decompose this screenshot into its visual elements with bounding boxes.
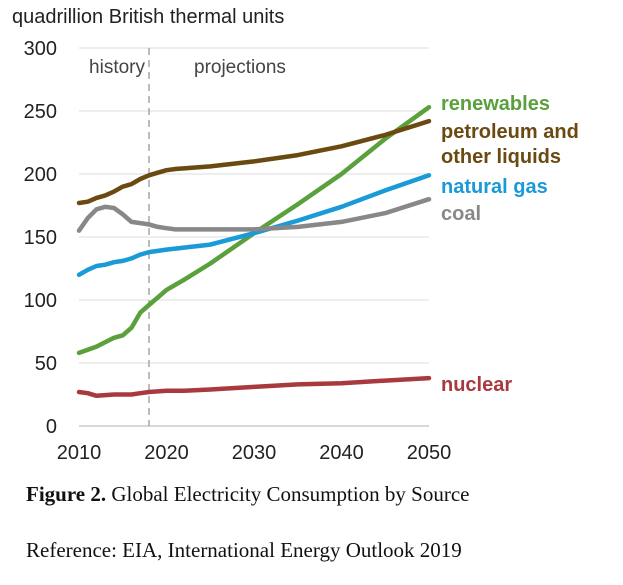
y-tick-label: 100 [24,290,57,312]
series-line-renewables [76,104,432,356]
series-line-coal [76,196,432,233]
projections-label: projections [194,57,286,78]
series-lines [76,104,432,399]
x-tick-label: 2040 [319,442,364,464]
x-tick-label: 2020 [144,442,189,464]
y-tick-label: 0 [46,416,57,438]
figure-reference: Reference: EIA, International Energy Out… [26,538,462,562]
y-tick-label: 150 [24,227,57,249]
gridlines [79,47,429,427]
series-label-petroleum-and-other-liquids: other liquids [441,146,561,168]
y-tick-label: 300 [24,38,57,60]
history-projection-divider: history projections [89,48,286,426]
series-line-petroleum-and-other-liquids [76,118,432,206]
y-axis-label: quadrillion British thermal units [12,6,285,28]
series-labels: renewables petroleum and other liquids natu… [441,93,579,396]
figure-caption: Figure 2. Global Electricity Consumption… [26,482,469,507]
y-tick-label: 50 [35,353,57,375]
figure-caption-text: Global Electricity Consumption by Source [106,482,470,506]
x-tick-labels: 2010 2020 2030 2040 2050 [57,442,452,464]
figure-label: Figure 2. [26,482,107,506]
history-label: history [89,57,145,78]
series-label-petroleum-and-other-liquids: petroleum and [441,121,579,143]
series-line-nuclear [76,375,432,399]
series-label-natural-gas: natural gas [441,176,548,198]
series-label-nuclear: nuclear [441,374,512,396]
x-tick-label: 2030 [232,442,277,464]
series-label-renewables: renewables [441,93,550,115]
x-tick-label: 2050 [407,442,452,464]
x-tick-label: 2010 [57,442,102,464]
y-tick-labels: 0 50 100 150 200 250 300 [24,38,57,438]
series-line-natural-gas [76,173,432,278]
series-label-coal: coal [441,203,481,225]
y-tick-label: 250 [24,101,57,123]
y-tick-label: 200 [24,164,57,186]
